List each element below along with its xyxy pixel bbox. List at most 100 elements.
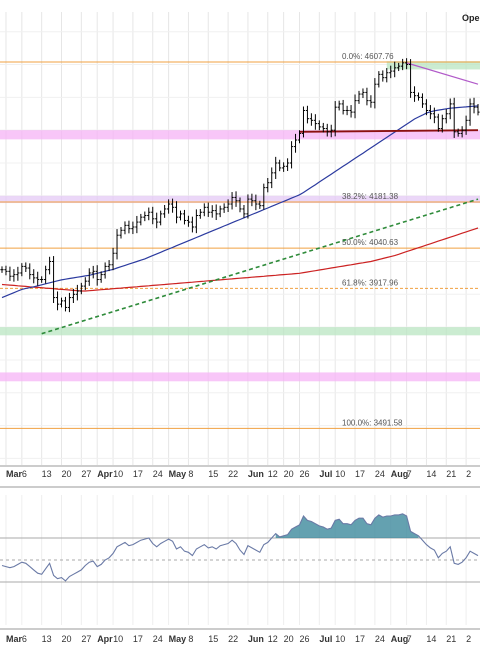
price-bar: [170, 198, 175, 213]
x-tick-label-lower: 6: [22, 634, 27, 644]
x-tick-label: 26: [300, 469, 310, 479]
price-bar: [83, 277, 87, 291]
trendlines: [41, 62, 479, 335]
price-bar: [369, 95, 373, 108]
x-tick-label: 7: [407, 469, 412, 479]
price-bar: [464, 115, 468, 135]
x-tick-label: 2: [466, 469, 471, 479]
x-tick-label: 6: [22, 469, 27, 479]
price-bar: [321, 122, 325, 133]
price-bar: [353, 94, 357, 119]
x-tick-label: Aug: [391, 469, 409, 479]
x-tick-label: 15: [208, 469, 218, 479]
price-bar: [389, 65, 393, 79]
x-tick-label: 8: [188, 469, 193, 479]
price-bar: [99, 271, 103, 283]
corner-label: Ope: [462, 13, 480, 23]
price-bar: [349, 105, 353, 118]
price-bar: [214, 204, 218, 221]
x-tick-label: Jul: [319, 469, 332, 479]
green-zone-top: [386, 61, 480, 70]
price-bar: [405, 58, 409, 70]
fib-label: 100.0%: 3491.58: [342, 418, 403, 427]
x-axis-labels: Mar 6 13 20 27 Apr 10 17 24 May 8 15 22 Jun 12 20 26 Jul 1…: [6, 469, 471, 644]
price-bar: [107, 260, 111, 272]
price-bar: [178, 210, 183, 221]
magenta-zone-1: [0, 130, 480, 140]
price-bar: [103, 262, 107, 279]
x-tick-label-lower: Jul: [319, 634, 332, 644]
x-tick-label: 17: [133, 469, 143, 479]
x-tick-label: 17: [355, 469, 365, 479]
x-tick-label: 27: [81, 469, 91, 479]
x-tick-label: 24: [375, 469, 385, 479]
price-bar: [186, 215, 191, 227]
price-bar: [32, 269, 36, 284]
x-tick-label: Jun: [248, 469, 264, 479]
x-tick-label: Mar: [6, 469, 23, 479]
x-tick-label: 22: [228, 469, 238, 479]
price-bar: [194, 209, 198, 234]
x-tick-label: 24: [153, 469, 163, 479]
fib-label: 50.0%: 4040.63: [342, 238, 399, 247]
price-bar: [286, 158, 290, 171]
price-bar: [48, 256, 52, 275]
price-bar: [250, 193, 254, 207]
price-bar: [127, 220, 131, 234]
price-bar: [119, 227, 123, 239]
moving-average-blue: [1, 105, 479, 299]
price-bars: [0, 58, 480, 313]
x-tick-label-lower: 21: [446, 634, 456, 644]
x-tick-label-lower: 24: [375, 634, 385, 644]
price-bar: [155, 212, 159, 229]
price-bar: [167, 199, 171, 214]
price-bar: [135, 215, 139, 234]
fib-label: 61.8%: 3917.96: [342, 278, 399, 287]
price-bar: [448, 98, 452, 120]
price-bar: [63, 296, 68, 312]
price-bar: [325, 123, 329, 137]
x-tick-label: 14: [426, 469, 436, 479]
price-bar: [143, 211, 147, 222]
price-bar: [238, 197, 242, 213]
momentum-overbought-fill: [275, 513, 419, 538]
price-bar: [40, 276, 44, 283]
price-bar: [440, 114, 444, 133]
price-bar: [432, 107, 436, 124]
x-tick-label-lower: Aug: [391, 634, 409, 644]
price-bar: [198, 208, 202, 219]
price-bar: [293, 133, 298, 153]
price-bar: [147, 207, 151, 221]
price-bar: [182, 209, 187, 225]
fib-label: 38.2%: 4181.38: [342, 192, 399, 201]
green-zone-bottom: [0, 327, 480, 336]
x-tick-label-lower: 20: [62, 634, 72, 644]
x-tick-label-lower: 20: [284, 634, 294, 644]
x-tick-label-lower: 8: [188, 634, 193, 644]
price-bar: [0, 266, 4, 273]
x-tick-label-lower: 10: [113, 634, 123, 644]
grid: [0, 12, 480, 630]
price-bar: [67, 292, 72, 313]
x-tick-label-lower: 14: [426, 634, 436, 644]
x-tick-label: 20: [62, 469, 72, 479]
price-bar: [262, 183, 266, 210]
price-bar: [131, 221, 135, 235]
price-bar: [373, 78, 377, 109]
price-bar: [476, 103, 480, 116]
price-bar: [230, 192, 234, 210]
fib-label: 0.0%: 4607.76: [342, 52, 394, 61]
price-bar: [20, 263, 24, 277]
price-bar: [337, 100, 341, 111]
price-bar: [174, 201, 179, 224]
price-bar: [317, 120, 321, 131]
price-bar: [12, 269, 16, 282]
price-bar: [4, 265, 8, 276]
x-tick-label-lower: 12: [268, 634, 278, 644]
price-bar: [416, 92, 421, 101]
fibonacci-levels: 0.0%: 4607.76 38.2%: 4181.38 50.0%: 4040.6…: [0, 52, 480, 429]
price-bar: [408, 59, 413, 98]
price-bar: [95, 265, 99, 286]
price-bar: [234, 191, 238, 207]
